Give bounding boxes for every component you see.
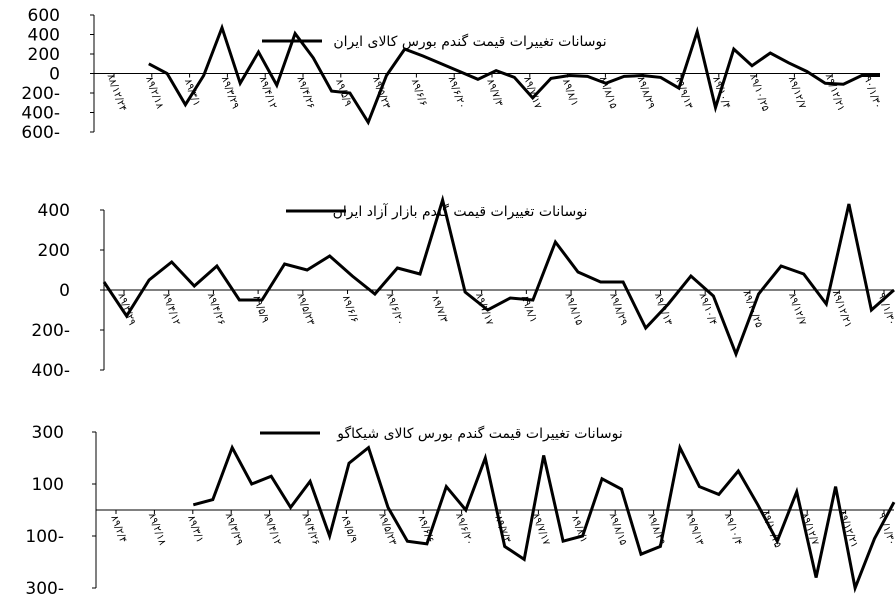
legend-label: نوسانات تغییرات قیمت گندم بورس کالای ایر…	[333, 33, 606, 50]
y-tick-label: 400-	[21, 104, 60, 124]
x-tick-label: ۸۹/۸/۲۹	[607, 291, 629, 326]
x-tick-label: ۸۹/۴/۲۶	[299, 511, 321, 546]
y-tick-label: 600	[28, 6, 60, 26]
x-tick-label: ۸۹/۳/۲۹	[223, 511, 245, 546]
chart-iran-free-market: 400 200 0 200- 400- ۸۹/۳/۲۹ ۸۹/۴/۱۲ ۸۹/۴/۲۶ ۸۹/۵…	[31, 194, 896, 381]
x-tick-label: ۸۹/۵/۲۳	[294, 291, 316, 327]
y-tick-label: 200-	[31, 321, 70, 341]
x-tick-label: ۸۹/۸/۱۵	[607, 511, 629, 546]
y-tick-label: 100-	[25, 527, 64, 547]
y-tick-label: 400	[38, 201, 70, 221]
y-tick-label: 600-	[21, 123, 60, 143]
x-tick-label: ۸۹/۶/۶	[409, 77, 429, 107]
x-tick-label: ۸۹/۷/۱۷	[521, 75, 543, 111]
y-tick-label: 100	[32, 475, 64, 495]
y-tick-label: 200-	[21, 84, 60, 104]
chart-chicago-exchange: 300 100 100- 300- ۸۹/۲/۴ ۸۹/۲/۱۸ ۸۹/۳/۱ ۸۹/۳/۲۹…	[25, 423, 896, 599]
y-tick-label: 0	[59, 281, 70, 301]
x-tick-label: ۸۹/۱۲/۲۱	[823, 72, 847, 112]
legend-label: نوسانات تغییرات قیمت گندم بورس کالای شیک…	[336, 425, 622, 442]
x-tick-label: ۹۰/۱/۳۰	[861, 75, 883, 110]
y-tick-label: 300	[32, 423, 64, 443]
x-tick-label: ۸۹/۳/۲۹	[219, 75, 241, 110]
x-tick-label: ۸۹/۳/۲۹	[115, 291, 137, 326]
x-tick-label: ۸۹/۱۰/۲۵	[747, 72, 771, 112]
series-line	[102, 194, 895, 359]
y-tick-label: 400	[28, 26, 60, 46]
x-tick-label: ۸۹/۶/۲۰	[453, 511, 475, 546]
x-tick-label: ۸۹/۵/۹	[339, 514, 359, 544]
y-tick-label: 200	[28, 45, 60, 65]
x-tick-label: ۸۹/۶/۲۰	[384, 291, 406, 326]
x-tick-label: ۸۹/۱۲/۲۱	[830, 289, 854, 329]
y-tick-label: 200	[38, 241, 70, 261]
x-tick-label: ۸۹/۴/۱۲	[160, 291, 182, 326]
x-tick-label: ۸۹/۴/۲۶	[294, 75, 316, 110]
x-tick-label: ۸۹/۱۰/۴	[722, 511, 744, 546]
x-tick-label: ۸۹/۹/۱۳	[683, 511, 705, 547]
x-tick-label: ۸۹/۴/۲۶	[205, 291, 227, 326]
x-tick-label: ۸۹/۸/۲۹	[635, 75, 657, 110]
y-tick-label: 300-	[25, 579, 64, 599]
y-tick-label: 400-	[31, 361, 70, 381]
x-tick-label: ۸۹/۱۲/۷	[786, 291, 808, 327]
x-tick-label: ۸۹/۳/۱	[185, 514, 205, 544]
x-tick-label: ۸۹/۶/۲۰	[446, 75, 468, 110]
y-tick-label: 0	[49, 65, 60, 85]
x-tick-label: ۸۹/۹/۱۳	[672, 75, 694, 111]
x-tick-label: ۸۹/۱۲/۷	[786, 75, 808, 111]
x-tick-label: ۸۹/۷/۳	[484, 77, 504, 108]
x-tick-label: ۸۹/۴/۱۲	[261, 511, 283, 546]
x-tick-label: ۸۸/۱۲/۲۴	[105, 72, 129, 112]
x-tick-label: ۸۹/۸/۱	[560, 77, 580, 107]
x-tick-label: ۸۹/۶/۶	[340, 294, 360, 324]
legend-label: نوسانات تغییرات قیمت گندم بازار آزاد ایر…	[333, 203, 588, 220]
x-tick-label: ۸۹/۸/۱۵	[562, 291, 584, 326]
x-tick-label: ۸۹/۲/۱۸	[146, 511, 168, 547]
x-tick-label: ۸۹/۷/۳	[429, 294, 449, 325]
series-line	[192, 443, 896, 594]
x-tick-label: ۸۹/۲/۱۸	[143, 75, 165, 111]
x-tick-label: ۸۹/۲/۴	[108, 514, 128, 544]
